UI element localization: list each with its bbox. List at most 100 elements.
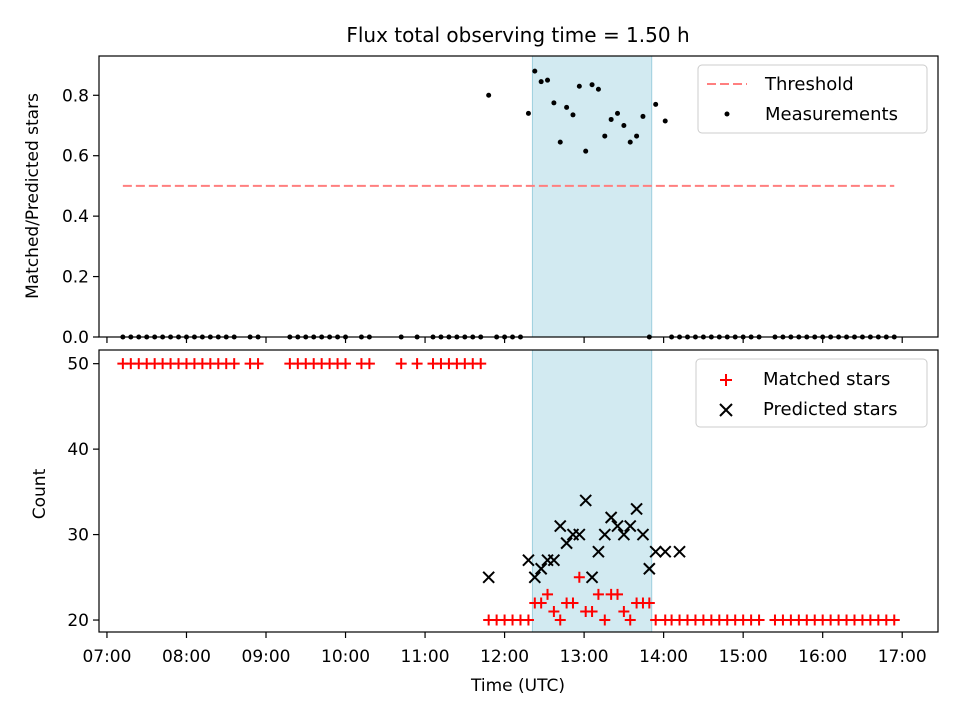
measurement-point	[557, 139, 563, 145]
top-axes-frame	[98, 55, 939, 338]
top-y-ticks: 0.0 0.2 0.4 0.6 0.8	[62, 86, 99, 348]
matched-star-marker	[548, 605, 560, 617]
top-y-axis-label: Matched/Predicted stars	[23, 93, 43, 299]
measurement-point	[570, 112, 576, 118]
y-tick-label: 30	[67, 526, 89, 546]
x-axis-label: Time (UTC)	[470, 676, 565, 696]
matched-star-marker	[228, 358, 240, 370]
matched-star-marker	[535, 597, 547, 609]
matched-star-markers	[117, 358, 900, 626]
predicted-star-marker	[528, 571, 542, 584]
top-x-ticks	[106, 337, 903, 343]
matched-star-marker	[395, 358, 407, 370]
predicted-star-marker	[482, 571, 495, 584]
predicted-star-marker	[522, 554, 535, 567]
matched-star-marker	[586, 605, 598, 617]
x-tick-label: 14:00	[639, 647, 688, 667]
matched-star-marker	[599, 614, 611, 626]
predicted-star-marker	[585, 571, 599, 584]
legend-predicted-swatch	[719, 403, 733, 417]
x-tick-label: 17:00	[878, 647, 927, 667]
measurement-point	[538, 79, 544, 85]
matched-star-marker	[592, 588, 604, 600]
x-tick-label: 16:00	[798, 647, 847, 667]
y-tick-label: 20	[67, 611, 89, 631]
matched-star-marker	[363, 358, 375, 370]
x-tick-label: 11:00	[401, 647, 450, 667]
y-tick-label: 0.6	[62, 147, 89, 167]
x-tick-label: 10:00	[321, 647, 370, 667]
bottom-x-ticks: 07:00 08:00 09:00 10:00 11:00 12:00 13:00 14:00…	[82, 632, 927, 667]
matched-star-marker	[522, 614, 534, 626]
predicted-star-marker	[592, 545, 605, 558]
bottom-y-ticks: 20 30 40 50	[67, 355, 99, 631]
measurement-point	[525, 110, 531, 116]
predicted-star-marker	[617, 528, 631, 541]
bottom-y-axis-label: Count	[30, 468, 50, 519]
predicted-star-marker	[643, 562, 656, 575]
x-tick-label: 13:00	[560, 647, 609, 667]
predicted-star-marker	[611, 519, 624, 533]
matched-star-marker	[612, 588, 624, 600]
measurement-point	[564, 104, 570, 110]
top-legend-box	[697, 64, 928, 134]
measurement-point	[640, 113, 646, 119]
legend-measurement-swatch	[724, 111, 730, 117]
bottom-shaded-interval	[531, 349, 653, 633]
measurement-point	[576, 83, 582, 89]
predicted-star-markers	[482, 494, 686, 584]
x-tick-label: 08:00	[162, 647, 211, 667]
y-tick-label: 0.8	[62, 86, 89, 106]
legend-matched-label: Matched stars	[763, 369, 890, 390]
x-tick-label: 15:00	[719, 647, 768, 667]
y-tick-label: 0.0	[62, 328, 89, 348]
matched-star-marker	[753, 614, 765, 626]
measurement-point	[615, 110, 621, 116]
predicted-star-marker	[554, 519, 567, 533]
legend-matched-swatch	[720, 374, 732, 386]
measurement-point	[662, 118, 668, 124]
measurement-point	[589, 82, 595, 88]
matched-star-marker	[340, 358, 352, 370]
matched-star-marker	[618, 605, 630, 617]
measurement-point	[551, 100, 557, 106]
bottom-panel: 20 30 40 50 07:00 08:00 09:00 10:00 11:00 12:00 1…	[30, 349, 939, 696]
predicted-star-marker	[604, 511, 618, 524]
y-tick-label: 0.2	[62, 268, 89, 288]
matched-star-marker	[650, 614, 662, 626]
y-tick-label: 40	[67, 440, 89, 460]
x-tick-label: 09:00	[242, 647, 291, 667]
predicted-star-marker	[624, 519, 637, 533]
matched-star-marker	[573, 571, 585, 583]
predicted-star-marker	[573, 528, 586, 541]
bottom-axes-frame	[98, 349, 939, 633]
top-panel: 0.0 0.2 0.4 0.6 0.8 Flux total observing tim…	[23, 23, 939, 348]
predicted-star-marker	[659, 545, 672, 558]
measurement-point	[653, 101, 659, 107]
predicted-star-marker	[673, 545, 686, 558]
matched-star-marker	[624, 614, 636, 626]
matched-star-marker	[567, 597, 579, 609]
matched-star-marker	[643, 597, 655, 609]
legend-predicted-label: Predicted stars	[763, 399, 897, 420]
matched-star-marker	[542, 588, 554, 600]
top-shaded-interval	[531, 55, 653, 338]
matched-star-marker	[554, 614, 566, 626]
measurement-point	[486, 92, 492, 98]
y-tick-label: 0.4	[62, 207, 89, 227]
chart-title: Flux total observing time = 1.50 h	[346, 23, 689, 47]
predicted-star-marker	[560, 536, 573, 550]
matched-star-marker	[411, 358, 423, 370]
predicted-star-marker	[579, 494, 592, 507]
predicted-star-marker	[636, 528, 650, 541]
top-legend: Threshold Measurements	[697, 64, 928, 134]
legend-measurements-label: Measurements	[765, 104, 898, 125]
measurement-point	[621, 122, 627, 128]
bottom-legend: Matched stars Predicted stars	[695, 358, 928, 428]
predicted-star-marker	[649, 545, 662, 558]
matched-star-marker	[888, 614, 900, 626]
matched-star-marker	[475, 358, 487, 370]
predicted-star-marker	[630, 502, 643, 516]
predicted-star-marker	[547, 554, 561, 567]
bottom-legend-box	[695, 358, 928, 428]
